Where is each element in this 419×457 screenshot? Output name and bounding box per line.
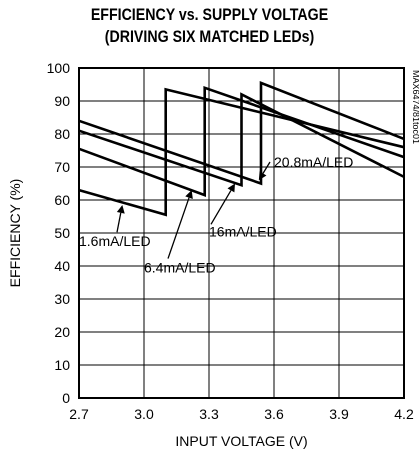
tick-labels: 2.7 3.0 3.3 3.6 3.9 4.2 0 10 20 30 40 50 60 70 80 90 100 [47,60,414,422]
y-tick-label-9: 90 [54,93,70,109]
x-tick-label-3: 3.6 [264,406,284,422]
annotation-arrowhead-3 [258,171,267,181]
y-tick-label-4: 40 [54,258,70,274]
plot-frame [78,67,405,399]
y-tick-label-1: 10 [54,357,70,373]
y-tick-label-5: 50 [54,225,70,241]
chart-subtitle: (DRIVING SIX MATCHED LEDs) [104,28,315,46]
annotation-label-1: 6.4mA/LED [144,260,216,276]
series-line-2 [78,92,405,188]
annotation-label-3: 20.8mA/LED [274,154,353,170]
y-tick-label-6: 60 [54,192,70,208]
annotation-label-0: 1.6mA/LED [79,233,151,249]
series-lines [78,80,405,217]
annotation-arrowhead-0 [116,204,125,214]
y-axis-label: EFFICIENCY (%) [7,179,23,288]
y-tick-label-10: 100 [47,60,71,76]
x-tick-label-2: 3.3 [199,406,219,422]
series-line-1 [78,85,405,197]
annotation-arrow-1 [167,197,190,259]
x-tick-label-1: 3.0 [134,406,154,422]
annotation-label-2: 16mA/LED [209,223,277,239]
y-tick-label-7: 70 [54,159,70,175]
x-tick-label-4: 3.9 [329,406,349,422]
annotation-arrow-0 [116,212,122,233]
annotation-arrow-2 [210,190,232,225]
annotation-arrowhead-2 [227,183,235,193]
annotation-arrowhead-1 [185,190,193,199]
x-tick-label-0: 2.7 [69,406,89,422]
annotations: 1.6mA/LED 6.4mA/LED 16mA/LED 20.8mA/LED [79,154,353,276]
y-tick-label-2: 20 [54,324,70,340]
series-line-3 [78,80,405,186]
y-tick-label-8: 80 [54,126,70,142]
chart-title: EFFICIENCY vs. SUPPLY VOLTAGE [90,6,329,24]
series-line-0 [78,87,405,217]
annotation-arrow-3 [262,161,271,174]
x-axis-label: INPUT VOLTAGE (V) [175,433,307,449]
x-tick-label-5: 4.2 [394,406,414,422]
y-tick-label-3: 30 [54,291,70,307]
watermark: MAX6474/81toc01 [411,70,419,144]
y-tick-label-0: 0 [62,390,70,406]
